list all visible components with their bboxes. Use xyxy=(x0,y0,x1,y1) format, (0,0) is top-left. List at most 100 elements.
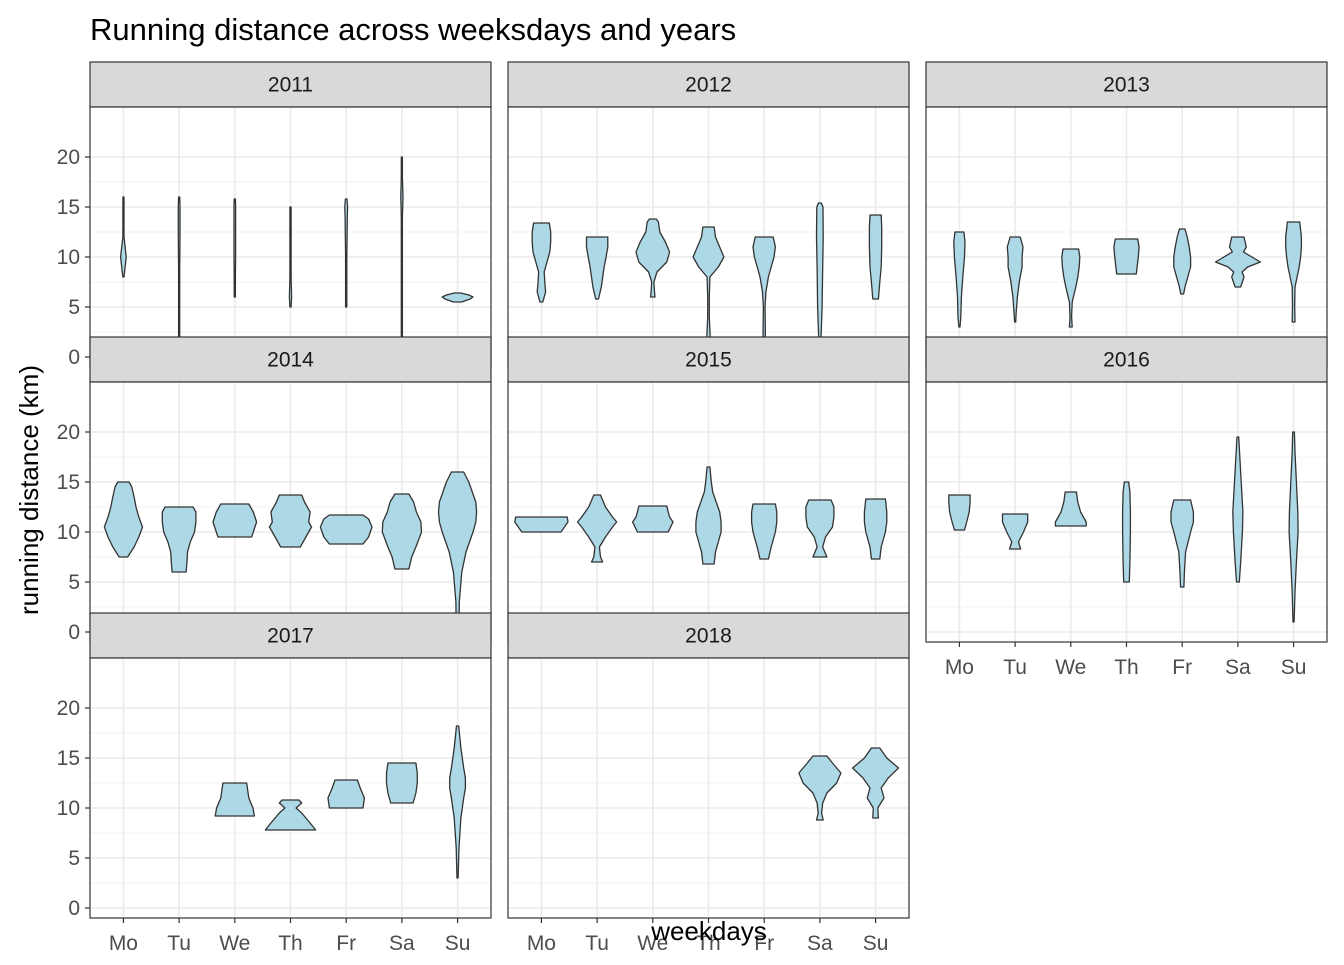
x-tick-label: We xyxy=(637,932,668,955)
y-tick-label: 10 xyxy=(57,246,80,269)
violin-2012-We xyxy=(635,218,671,298)
violin-2014-Sa xyxy=(381,493,423,570)
violin-2014-Tu xyxy=(161,506,197,573)
y-tick-label: 0 xyxy=(68,346,80,369)
y-axis-title: running distance (km) xyxy=(14,365,44,615)
y-tick-label: 0 xyxy=(68,897,80,920)
facet-strip xyxy=(89,336,492,383)
violin-2012-Tu xyxy=(585,236,609,300)
violin-2017-Sa xyxy=(385,762,418,804)
violin-2013-Fr xyxy=(1173,228,1192,295)
y-tick-label: 5 xyxy=(68,847,80,870)
panels: 2011 0 5 10 15 20 2012 2013 2014 0 5 10 15 20 2015 2016… xyxy=(57,61,1328,955)
violin-2012-Sa xyxy=(815,202,824,348)
violin-2015-Th xyxy=(695,466,722,565)
facet-panel-2011: 2011 0 5 10 15 20 xyxy=(57,61,492,369)
violin-2011-Th xyxy=(288,206,293,308)
y-tick-label: 5 xyxy=(68,296,80,319)
y-tick-label: 10 xyxy=(57,797,80,820)
x-tick-label: Th xyxy=(696,932,721,955)
violin-2014-Su xyxy=(437,471,478,633)
facet-strip-label: 2012 xyxy=(685,74,732,97)
facet-panel-2013: 2013 xyxy=(925,61,1328,368)
violin-2017-We xyxy=(214,782,256,817)
violin-2015-Sa xyxy=(805,499,835,558)
y-tick-label: 20 xyxy=(57,421,80,444)
x-tick-label: Fr xyxy=(336,932,356,955)
violin-2018-Su xyxy=(851,747,900,819)
violin-2016-We xyxy=(1054,491,1087,527)
x-tick-label: Mo xyxy=(527,932,556,955)
x-tick-label: Th xyxy=(1114,656,1139,679)
facet-strip-label: 2011 xyxy=(268,74,313,97)
violin-2017-Fr xyxy=(327,779,366,809)
violin-2015-Su xyxy=(863,498,888,560)
violin-2015-Mo xyxy=(514,516,569,533)
violin-2013-We xyxy=(1061,248,1081,328)
violin-2016-Tu xyxy=(1001,513,1029,550)
violin-2012-Fr xyxy=(752,236,777,338)
facet-strip-label: 2018 xyxy=(685,625,732,648)
facet-strip-label: 2017 xyxy=(267,625,314,648)
facet-strip xyxy=(507,612,910,659)
violin-2013-Sa xyxy=(1214,236,1261,288)
x-tick-label: Tu xyxy=(585,932,609,955)
violin-2017-Th xyxy=(264,799,317,831)
x-tick-label: Sa xyxy=(807,932,833,955)
facet-panel-2015: 2015 xyxy=(507,336,910,643)
violin-2013-Mo xyxy=(953,231,966,328)
facet-strip-label: 2015 xyxy=(685,349,732,372)
violin-2017-Su xyxy=(449,725,467,879)
facet-strip-label: 2014 xyxy=(267,349,314,372)
y-tick-label: 5 xyxy=(68,571,80,594)
facet-panel-2014: 2014 0 5 10 15 20 xyxy=(57,336,492,644)
facet-strip xyxy=(925,61,1328,108)
violin-2011-Su xyxy=(441,292,474,303)
violin-2011-Fr xyxy=(344,198,349,308)
y-tick-label: 15 xyxy=(57,196,80,219)
x-tick-label: We xyxy=(219,932,250,955)
facet-panel-2016: 2016 Mo Tu We Th Fr Sa Su xyxy=(925,336,1328,679)
violin-2012-Mo xyxy=(531,222,552,303)
facet-strip-label: 2016 xyxy=(1103,349,1150,372)
y-tick-label: 0 xyxy=(68,621,80,644)
y-tick-label: 20 xyxy=(57,146,80,169)
x-tick-label: We xyxy=(1055,656,1086,679)
violin-2014-Mo xyxy=(103,481,144,558)
violin-2016-Mo xyxy=(948,494,971,531)
facet-strip xyxy=(507,61,910,108)
violin-2015-Tu xyxy=(576,494,618,563)
x-tick-label: Fr xyxy=(1172,656,1192,679)
x-tick-label: Sa xyxy=(389,932,415,955)
violin-2015-Fr xyxy=(750,503,778,560)
violin-2016-Fr xyxy=(1170,499,1195,588)
violin-2015-We xyxy=(631,505,674,533)
y-tick-label: 10 xyxy=(57,521,80,544)
violin-2011-Sa xyxy=(400,156,404,358)
violin-2011-Tu xyxy=(177,196,181,358)
violin-2014-We xyxy=(212,503,258,538)
facet-panel-2017: 2017 0 5 10 15 20 Mo Tu We Th Fr Sa Su xyxy=(57,612,492,955)
chart-title: Running distance across weeksdays and ye… xyxy=(90,12,736,47)
facet-panel-2018: 2018 Mo Tu We Th Fr Sa Su xyxy=(507,612,910,955)
violin-2016-Sa xyxy=(1232,436,1244,583)
violin-2013-Tu xyxy=(1006,236,1024,323)
violin-2012-Th xyxy=(692,226,725,348)
x-tick-label: Tu xyxy=(167,932,191,955)
violin-2018-Sa xyxy=(798,755,842,821)
violin-2014-Th xyxy=(268,494,313,548)
y-tick-label: 15 xyxy=(57,747,80,770)
x-tick-label: Mo xyxy=(945,656,974,679)
violin-2011-We xyxy=(233,198,237,298)
violin-2013-Th xyxy=(1113,238,1140,275)
x-tick-label: Su xyxy=(445,932,471,955)
facet-strip-label: 2013 xyxy=(1103,74,1150,97)
x-tick-label: Mo xyxy=(109,932,138,955)
y-tick-label: 15 xyxy=(57,471,80,494)
violin-2016-Th xyxy=(1121,481,1132,583)
violin-2013-Su xyxy=(1285,221,1303,323)
violin-2014-Fr xyxy=(319,514,373,545)
x-tick-label: Su xyxy=(863,932,889,955)
facet-panel-2012: 2012 xyxy=(507,61,910,368)
